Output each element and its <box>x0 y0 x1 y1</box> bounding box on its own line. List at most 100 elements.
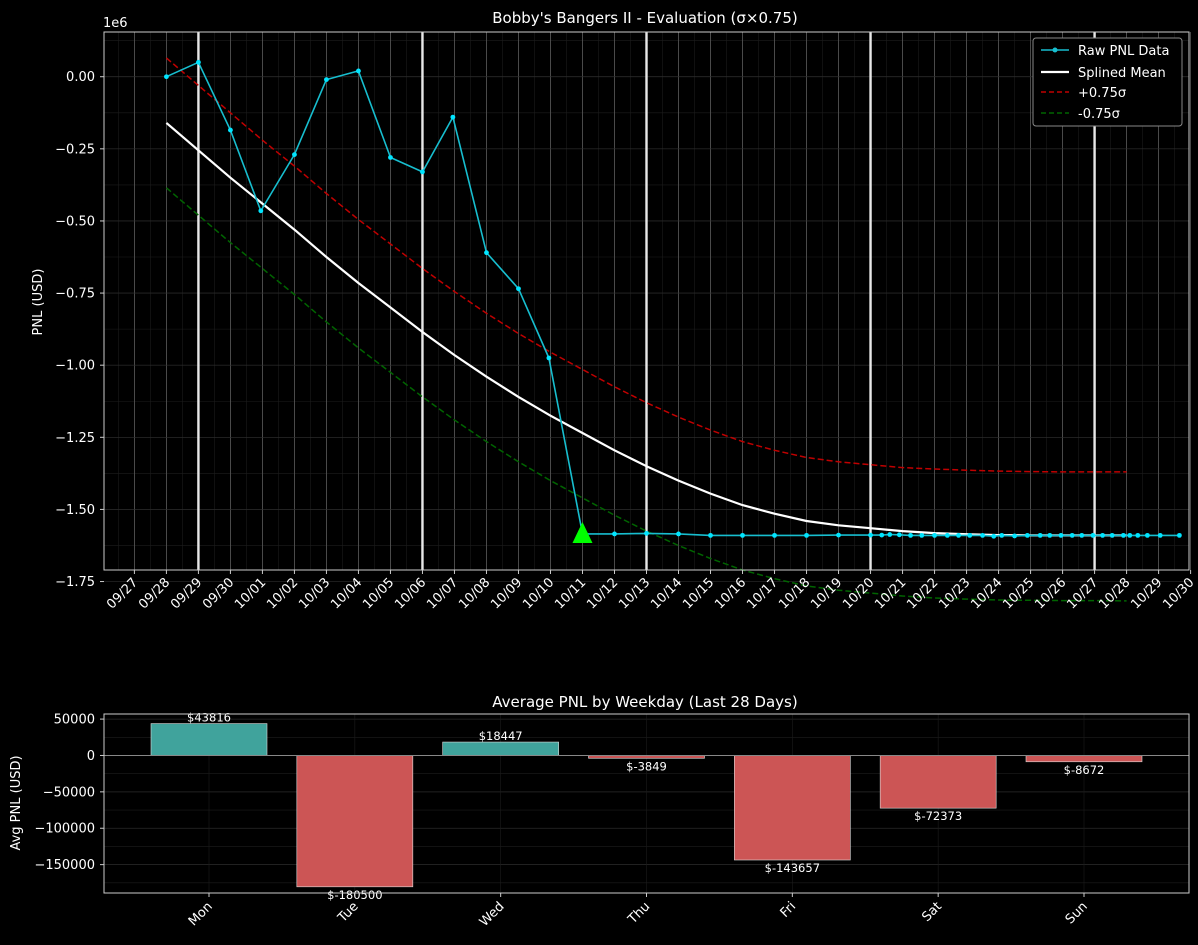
raw-pnl-point <box>546 355 552 361</box>
weekday-bar <box>442 741 559 756</box>
legend-lower-label: -0.75σ <box>1078 107 1120 122</box>
raw-pnl-point <box>1058 532 1064 538</box>
raw-pnl-point <box>804 532 809 538</box>
raw-pnl-point <box>612 531 617 537</box>
pnl-evaluation-chart: Bobby's Bangers II - Evaluation (σ×0.75)… <box>31 9 1197 612</box>
raw-pnl-point <box>980 532 985 538</box>
y-tick-label: −1.25 <box>55 431 95 446</box>
y-tick-label: 0.00 <box>66 70 95 85</box>
raw-pnl-point <box>484 250 489 256</box>
weekday-bar <box>150 723 268 756</box>
y-tick-label: −0.25 <box>55 142 95 157</box>
weekday-bar-data-label: $43816 <box>187 711 231 725</box>
raw-pnl-point <box>967 532 973 538</box>
splined-mean-line <box>165 122 1127 537</box>
legend-box <box>1032 37 1183 127</box>
y-tick-label: −150000 <box>34 858 95 873</box>
weekday-bar <box>296 755 414 888</box>
y-tick-label: 50000 <box>54 713 95 728</box>
raw-pnl-point <box>356 68 361 74</box>
weekday-bar-data-label: $-143657 <box>765 861 820 875</box>
raw-pnl-point <box>1157 532 1163 538</box>
weekday-axes-frame <box>103 713 1190 894</box>
raw-pnl-point <box>956 532 961 538</box>
raw-pnl-point <box>292 152 297 158</box>
weekday-y-ticks: 50000 0 −50000 −100000 −150000 <box>34 713 104 873</box>
raw-pnl-point <box>1079 532 1085 538</box>
y-axis-offset-label: 1e6 <box>103 16 128 31</box>
raw-pnl-point <box>644 530 649 536</box>
lower-sigma-line <box>165 187 1127 602</box>
raw-pnl-point <box>516 286 521 292</box>
raw-pnl-point <box>196 59 201 65</box>
raw-pnl-point <box>772 532 777 538</box>
raw-pnl-point <box>1135 532 1141 538</box>
y-tick-label: 0 <box>87 749 95 764</box>
weekday-y-axis-label: Avg PNL (USD) <box>9 755 24 850</box>
raw-pnl-point <box>1090 532 1096 538</box>
raw-pnl-point <box>1144 532 1150 538</box>
raw-pnl-point <box>1127 532 1133 538</box>
raw-pnl-point <box>450 114 456 120</box>
raw-pnl-point <box>887 532 893 537</box>
weekday-bar <box>734 755 851 861</box>
raw-pnl-point <box>1012 533 1017 539</box>
legend-upper-label: +0.75σ <box>1078 86 1126 101</box>
raw-pnl-point <box>1100 532 1105 538</box>
pnl-axes-frame <box>103 31 1190 571</box>
y-tick-label: −0.75 <box>55 287 95 302</box>
raw-pnl-point <box>1109 532 1115 538</box>
pnl-y-ticks: 0.00 −0.25 −0.50 −0.75 −1.00 −1.25 −1.50 −1.75 <box>55 70 104 590</box>
raw-pnl-point <box>908 532 913 538</box>
pnl-chart-title: Bobby's Bangers II - Evaluation (σ×0.75) <box>492 9 797 27</box>
weekday-bar-data-label: $-8672 <box>1064 763 1105 777</box>
weekday-bar-data-label: $-72373 <box>914 809 962 823</box>
raw-pnl-point <box>708 532 713 538</box>
weekday-bar-data-label: $18447 <box>479 729 523 743</box>
raw-pnl-point <box>919 532 925 538</box>
raw-pnl-point <box>740 532 745 538</box>
raw-pnl-point <box>991 533 997 539</box>
weekday-bar <box>1025 755 1143 763</box>
raw-pnl-point <box>879 532 885 538</box>
raw-pnl-point <box>868 532 873 538</box>
upper-sigma-line <box>165 57 1127 473</box>
start-triangle-marker <box>572 521 593 543</box>
legend-raw-marker <box>1052 47 1058 53</box>
pnl-legend: Raw PNL Data Splined Mean +0.75σ -0.75σ <box>1032 37 1183 127</box>
raw-pnl-point <box>1176 532 1182 538</box>
raw-pnl-point <box>388 155 393 160</box>
pnl-series <box>164 57 1182 602</box>
raw-pnl-point <box>1069 532 1075 538</box>
raw-pnl-point <box>999 532 1005 538</box>
y-tick-label: −0.50 <box>55 214 95 229</box>
raw-pnl-point <box>1024 532 1030 538</box>
weekday-bar <box>879 755 997 809</box>
raw-pnl-point <box>1120 532 1126 538</box>
weekday-bar-data-label: $-3849 <box>626 759 667 773</box>
pnl-y-axis-label: PNL (USD) <box>31 269 46 336</box>
raw-pnl-point <box>944 532 950 538</box>
y-tick-label: −1.50 <box>55 503 95 518</box>
legend-mean-label: Splined Mean <box>1078 66 1166 81</box>
raw-pnl-point <box>676 531 681 537</box>
raw-pnl-point <box>420 169 425 175</box>
raw-pnl-point <box>324 77 329 82</box>
raw-pnl-point <box>164 74 169 80</box>
raw-pnl-point <box>258 208 264 214</box>
y-tick-label: −100000 <box>34 822 95 837</box>
raw-pnl-point <box>1047 532 1053 538</box>
raw-pnl-point <box>228 127 233 133</box>
y-tick-label: −50000 <box>43 785 95 800</box>
raw-pnl-point <box>1037 532 1043 538</box>
raw-pnl-point <box>896 532 902 538</box>
legend-raw-label: Raw PNL Data <box>1078 44 1169 59</box>
raw-pnl-point <box>932 532 937 538</box>
y-tick-label: −1.75 <box>55 575 95 590</box>
weekday-bar-chart: Average PNL by Weekday (Last 28 Days) Av… <box>9 693 1190 930</box>
weekday-chart-title: Average PNL by Weekday (Last 28 Days) <box>492 693 797 711</box>
y-tick-label: −1.00 <box>55 359 95 374</box>
raw-pnl-point <box>836 532 841 538</box>
